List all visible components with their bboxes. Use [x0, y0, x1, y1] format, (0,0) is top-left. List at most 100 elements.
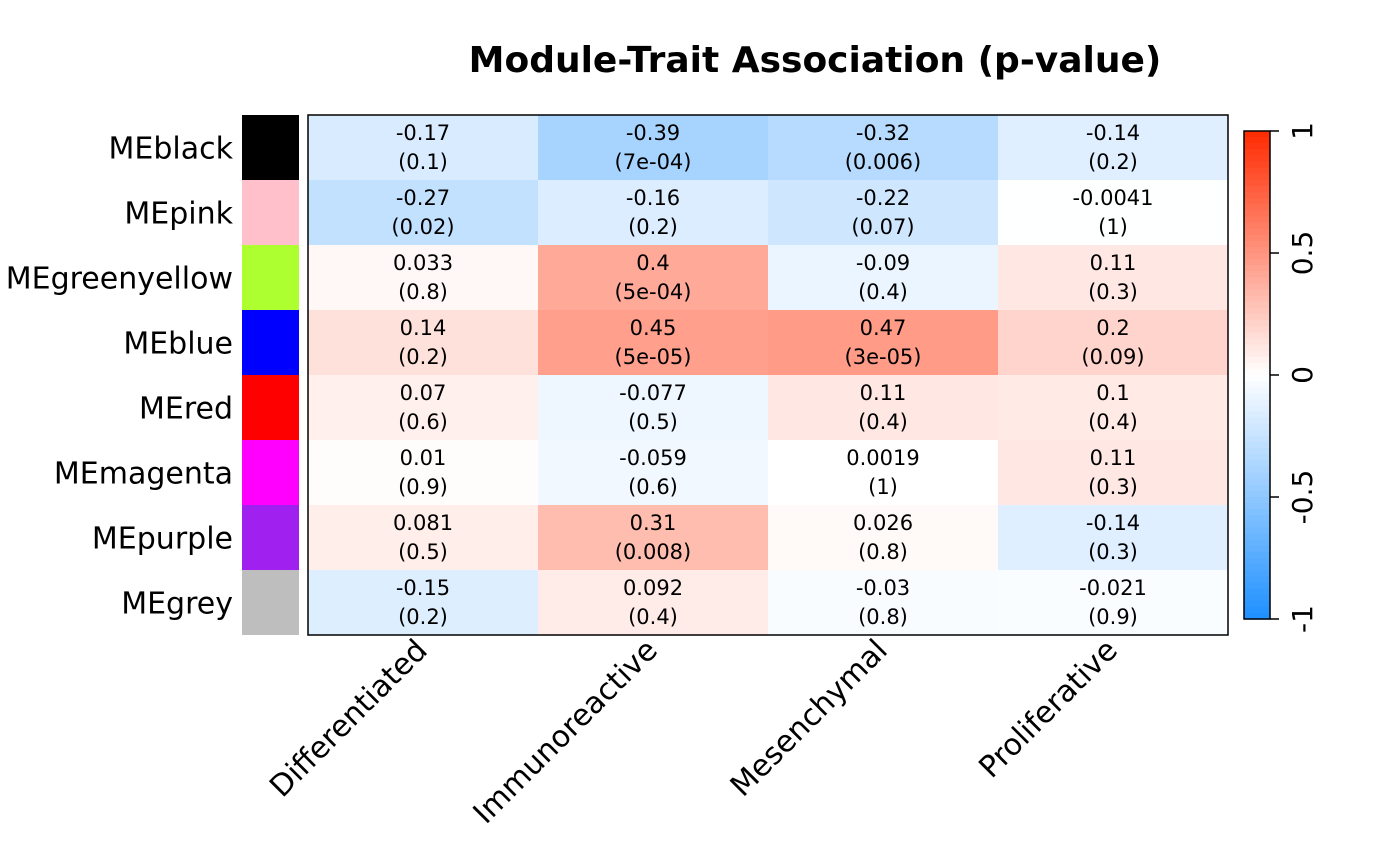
colorbar-segment [1244, 283, 1270, 291]
colorbar-segment [1244, 612, 1270, 620]
colorbar-segment [1244, 271, 1270, 278]
cell-pvalue-label: (0.07) [851, 215, 914, 239]
module-swatch-MEmagenta [242, 440, 299, 505]
colorbar-segment [1244, 259, 1270, 266]
cell-value-label: 0.0019 [846, 446, 919, 470]
colorbar-segment [1244, 466, 1270, 474]
heatmap-cell [768, 375, 998, 440]
cell-pvalue-label: (1) [1098, 215, 1128, 239]
colorbar-segment [1244, 558, 1270, 565]
colorbar-segment [1244, 594, 1270, 602]
cell-pvalue-label: (0.4) [858, 410, 908, 434]
cell-value-label: -0.27 [396, 186, 450, 210]
module-swatch-MEgrey [242, 570, 299, 635]
cell-value-label: -0.17 [396, 121, 450, 145]
colorbar-segment [1244, 436, 1270, 443]
cell-pvalue-label: (0.2) [398, 345, 448, 369]
heatmap-cell [998, 245, 1228, 310]
colorbar-segment [1244, 350, 1270, 358]
cell-value-label: 0.45 [630, 316, 677, 340]
heatmap-cell [308, 180, 538, 245]
module-swatch-MEred [242, 375, 299, 440]
cell-pvalue-label: (0.008) [615, 540, 692, 564]
cell-pvalue-label: (0.3) [1088, 280, 1138, 304]
heatmap-cell [308, 310, 538, 375]
cell-pvalue-label: (1) [868, 475, 898, 499]
colorbar-segment [1244, 423, 1270, 431]
cell-value-label: 0.1 [1096, 381, 1129, 405]
row-label-MEpink: MEpink [124, 197, 233, 232]
colorbar-segment [1244, 216, 1270, 224]
heatmap-cell [308, 375, 538, 440]
cell-pvalue-label: (5e-04) [615, 280, 692, 304]
colorbar-segment [1244, 222, 1270, 230]
colorbar-segment [1244, 277, 1270, 285]
cell-pvalue-label: (0.3) [1088, 540, 1138, 564]
cell-value-label: -0.14 [1086, 511, 1140, 535]
colorbar-tick-label: -1 [1286, 605, 1319, 633]
module-swatch-MEgreenyellow [242, 245, 299, 310]
cell-value-label: 0.31 [630, 511, 677, 535]
colorbar-segment [1244, 387, 1270, 394]
colorbar-segment [1244, 143, 1270, 150]
colorbar-segment [1244, 576, 1270, 583]
colorbar-segment [1244, 582, 1270, 590]
heatmap-cell [768, 115, 998, 180]
heatmap-cell [308, 115, 538, 180]
colorbar-segment [1244, 314, 1270, 321]
heatmap-cell [998, 115, 1228, 180]
row-label-MEblack: MEblack [109, 132, 234, 167]
colorbar-tick-label: 0 [1286, 366, 1319, 384]
column-label-Differentiated: Differentiated [263, 633, 434, 804]
colorbar-segment [1244, 545, 1270, 553]
colorbar-segment [1244, 356, 1270, 364]
cell-value-label: 0.081 [393, 511, 453, 535]
colorbar-segment [1244, 564, 1270, 571]
row-label-MEgrey: MEgrey [121, 587, 233, 622]
module-swatch-MEpurple [242, 505, 299, 570]
colorbar-segment [1244, 417, 1270, 425]
colorbar-segment [1244, 185, 1270, 193]
cell-pvalue-label: (0.5) [628, 410, 678, 434]
cell-pvalue-label: (0.2) [1088, 150, 1138, 174]
colorbar-segment [1244, 454, 1270, 461]
colorbar-segment [1244, 320, 1270, 327]
heatmap-cell [538, 505, 768, 570]
colorbar-segment [1244, 442, 1270, 449]
heatmap-cell [308, 570, 538, 635]
colorbar-segment [1244, 198, 1270, 205]
cell-pvalue-label: (0.8) [858, 540, 908, 564]
cell-pvalue-label: (0.4) [858, 280, 908, 304]
colorbar-segment [1244, 405, 1270, 413]
cell-value-label: -0.03 [856, 576, 910, 600]
cell-value-label: 0.2 [1096, 316, 1129, 340]
cell-value-label: -0.32 [856, 121, 910, 145]
heatmap-cell [768, 505, 998, 570]
heatmap-cells [308, 115, 1228, 635]
cell-value-label: 0.11 [1090, 251, 1137, 275]
cell-pvalue-label: (0.6) [398, 410, 448, 434]
cell-value-label: 0.11 [1090, 446, 1137, 470]
cell-value-label: 0.026 [853, 511, 913, 535]
colorbar-segment [1244, 155, 1270, 163]
cell-pvalue-label: (0.8) [858, 605, 908, 629]
colorbar-segment [1244, 478, 1270, 486]
cell-pvalue-label: (0.8) [398, 280, 448, 304]
colorbar-segment [1244, 131, 1270, 138]
cell-value-label: 0.47 [860, 316, 907, 340]
colorbar-segment [1244, 210, 1270, 217]
heatmap-cell [998, 375, 1228, 440]
colorbar-segment [1244, 228, 1270, 236]
cell-value-label: -0.0041 [1072, 186, 1153, 210]
heatmap-border [307, 114, 1229, 636]
cell-pvalue-label: (0.006) [845, 150, 922, 174]
colorbar-segment [1244, 515, 1270, 522]
colorbar-segment [1244, 606, 1270, 614]
colorbar-segment [1244, 399, 1270, 407]
colorbar-segment [1244, 234, 1270, 242]
heatmap-cell [538, 180, 768, 245]
colorbar-segment [1244, 362, 1270, 370]
heatmap-cell [538, 375, 768, 440]
cell-pvalue-label: (0.5) [398, 540, 448, 564]
module-swatch-MEpink [242, 180, 299, 245]
